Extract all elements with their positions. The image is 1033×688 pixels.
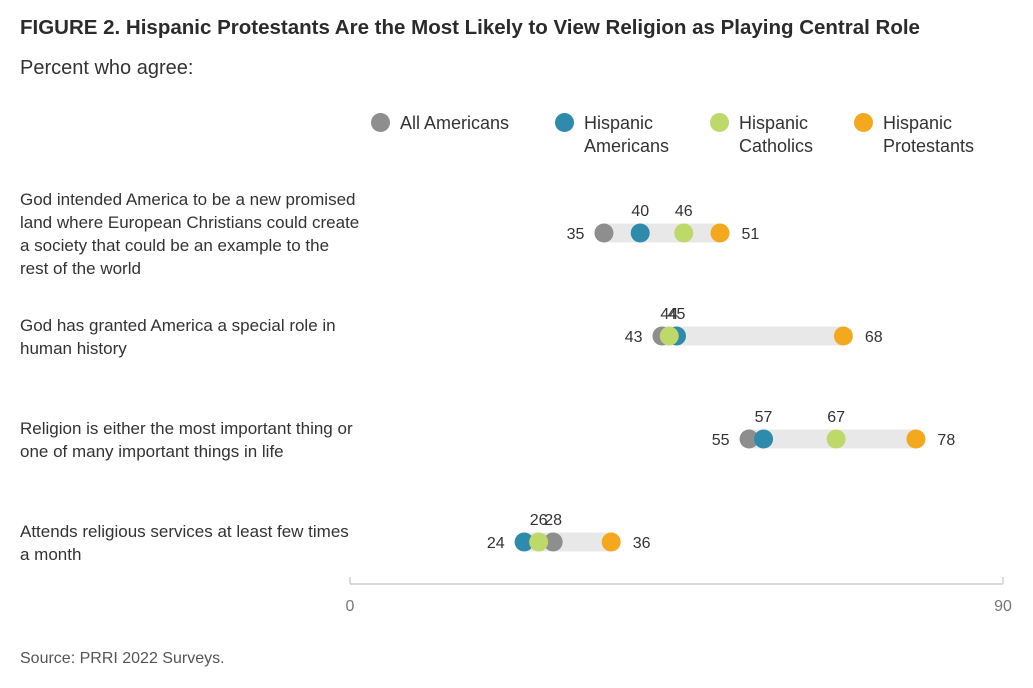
legend-item-hispanic-americans: Hispanic Americans [555, 112, 669, 158]
dot-all-americans-row-4 [543, 532, 563, 552]
dot-hispanic-americans-row-1 [630, 223, 650, 243]
value-label-hispanic-americans-row-3: 57 [755, 409, 773, 426]
dot-hispanic-catholics-row-4 [529, 532, 549, 552]
legend-label-hispanic-protestants: Hispanic Protestants [883, 113, 975, 156]
value-label-hispanic-catholics-row-2: 44 [660, 306, 678, 323]
legend-item-hispanic-protestants: Hispanic Protestants [854, 112, 974, 158]
dot-hispanic-protestants-row-3 [906, 429, 926, 449]
legend-swatch-all-americans [371, 113, 390, 132]
legend-label-all-americans: All Americans [400, 113, 510, 133]
range-bar-row-2 [661, 326, 844, 346]
value-label-hispanic-catholics-row-1: 46 [675, 203, 693, 220]
dot-hispanic-protestants-row-4 [601, 532, 621, 552]
legend-swatch-hispanic-americans [555, 113, 574, 132]
legend-label-hispanic-americans: Hispanic Americans [584, 113, 670, 156]
dot-hispanic-catholics-row-2 [659, 326, 679, 346]
row-label-special-role: God has granted America a special role i… [20, 316, 336, 358]
row-label-religion-important: Religion is either the most important th… [20, 419, 353, 461]
value-label-all-americans-row-1: 35 [567, 226, 585, 243]
dot-all-americans-row-1 [594, 223, 614, 243]
value-label-all-americans-row-3: 55 [712, 432, 730, 449]
x-tick-label-min: 0 [346, 598, 355, 615]
chart-subtitle: Percent who agree: [20, 57, 194, 79]
value-label-hispanic-protestants-row-3: 78 [937, 432, 955, 449]
value-label-hispanic-protestants-row-4: 36 [633, 535, 651, 552]
value-label-all-americans-row-4: 28 [544, 512, 562, 529]
value-label-hispanic-catholics-row-3: 67 [827, 409, 845, 426]
dot-hispanic-catholics-row-3 [826, 429, 846, 449]
dot-hispanic-protestants-row-2 [833, 326, 853, 346]
legend-item-hispanic-catholics: Hispanic Catholics [710, 112, 813, 158]
dot-hispanic-catholics-row-1 [674, 223, 694, 243]
value-label-hispanic-catholics-row-4: 26 [530, 512, 548, 529]
legend-label-hispanic-catholics: Hispanic Catholics [739, 113, 814, 156]
chart-title: FIGURE 2. Hispanic Protestants Are the M… [20, 16, 920, 39]
dot-all-americans-row-3 [739, 429, 759, 449]
row-label-promised-land: God intended America to be a new promise… [20, 190, 360, 278]
legend-swatch-hispanic-catholics [710, 113, 729, 132]
legend-item-all-americans: All Americans [371, 112, 509, 135]
range-bar-row-1 [603, 223, 721, 243]
row-label-attends-services: Attends religious services at least few … [20, 522, 349, 564]
dot-hispanic-americans-row-3 [754, 429, 774, 449]
value-label-hispanic-protestants-row-1: 51 [742, 226, 760, 243]
value-label-hispanic-americans-row-2: 45 [668, 306, 686, 323]
value-label-all-americans-row-2: 43 [625, 329, 643, 346]
value-label-hispanic-americans-row-1: 40 [631, 203, 649, 220]
dot-hispanic-protestants-row-1 [710, 223, 730, 243]
dot-hispanic-americans-row-4 [514, 532, 534, 552]
source-note: Source: PRRI 2022 Surveys. [20, 650, 225, 667]
value-label-hispanic-protestants-row-2: 68 [865, 329, 883, 346]
legend-swatch-hispanic-protestants [854, 113, 873, 132]
x-tick-label-max: 90 [994, 598, 1012, 615]
value-label-hispanic-americans-row-4: 24 [487, 535, 505, 552]
